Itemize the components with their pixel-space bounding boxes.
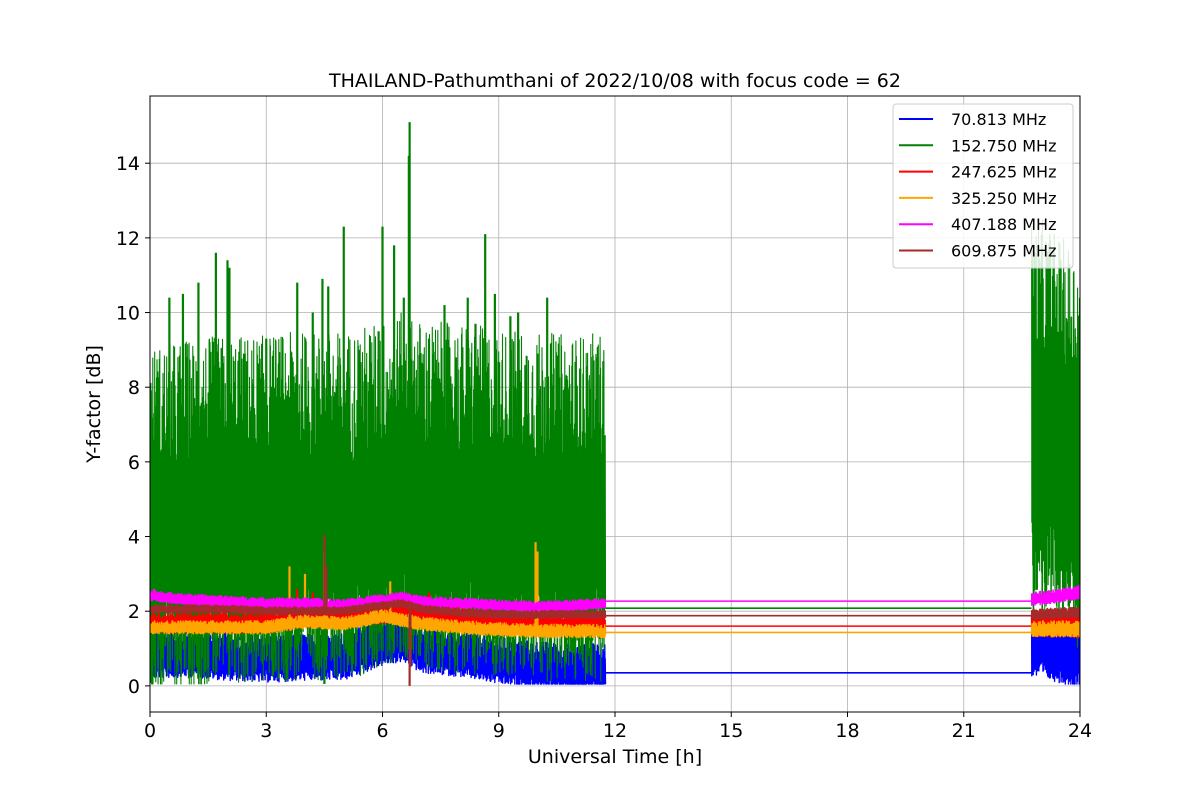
x-tick-label: 3 [260,720,272,742]
series-line [1030,611,1080,685]
series-line [1030,620,1080,638]
y-tick-label: 12 [116,228,140,250]
series-5 [150,534,1080,686]
chart-title: THAILAND-Pathumthani of 2022/10/08 with … [328,70,901,92]
legend-entry-label: 407.188 MHz [951,215,1056,234]
series-1 [150,122,1080,685]
x-tick-label: 6 [376,720,388,742]
plot-area [150,122,1080,686]
legend-entry-label: 325.250 MHz [951,189,1056,208]
legend-entry-label: 609.875 MHz [951,242,1056,261]
legend-box [892,103,1074,269]
x-tick-label: 24 [1068,720,1092,742]
legend-entry-label: 152.750 MHz [951,136,1056,155]
x-tick-label: 9 [493,720,505,742]
y-tick-label: 8 [128,377,140,399]
x-tick-label: 15 [719,720,743,742]
series-line [1030,584,1080,606]
x-axis-label: Universal Time [h] [528,746,702,768]
x-tick-label: 21 [952,720,976,742]
series-line [150,590,607,613]
legend-entry-label: 247.625 MHz [951,163,1056,182]
x-tick-label: 12 [603,720,627,742]
series-line [1031,219,1080,648]
y-axis-label: Y-factor [dB] [83,345,105,464]
x-tick-label: 18 [835,720,859,742]
y-tick-label: 2 [128,601,140,623]
y-tick-label: 14 [116,153,140,175]
legend-entry-label: 70.813 MHz [951,110,1046,129]
y-tick-label: 4 [128,527,140,549]
series-line [150,599,607,620]
series-4 [150,584,1080,613]
x-tick-label: 0 [144,720,156,742]
series-line [1030,606,1080,620]
series-3 [150,542,1080,639]
series-line [150,609,607,639]
y-tick-label: 0 [128,676,140,698]
legend: 70.813 MHz 152.750 MHz 247.625 MHz 325.250 … [892,103,1074,269]
y-tick-label: 10 [116,303,140,325]
y-tick-label: 6 [128,452,140,474]
